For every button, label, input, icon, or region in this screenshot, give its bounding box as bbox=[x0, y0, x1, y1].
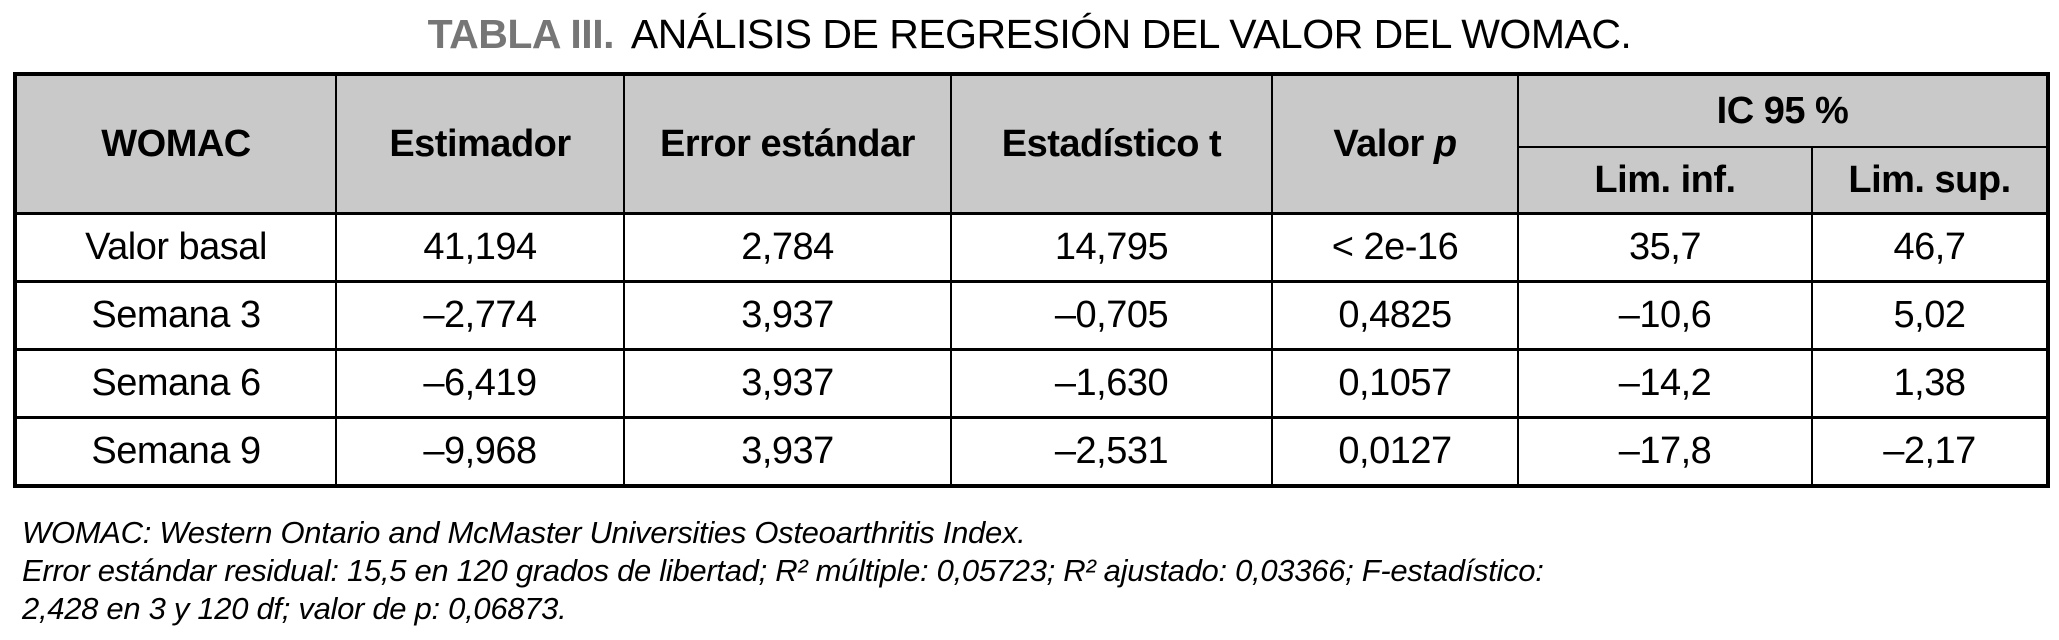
value-cell: 1,38 bbox=[1810, 348, 2050, 419]
value-cell: –17,8 bbox=[1517, 416, 1813, 488]
value-cell: –2,531 bbox=[950, 416, 1273, 488]
table-row-valor-basal: Valor basal 41,194 2,784 14,795 < 2e-16 … bbox=[14, 212, 2050, 283]
footnote-line-1: WOMAC: Western Ontario and McMaster Univ… bbox=[22, 515, 1026, 550]
footnote-line-3: 2,428 en 3 y 120 df; valor de p: 0,06873… bbox=[22, 591, 567, 626]
value-cell: < 2e-16 bbox=[1271, 212, 1519, 283]
col-header-error-estandar: Error estándar bbox=[623, 73, 952, 215]
value-cell: –10,6 bbox=[1517, 280, 1813, 351]
value-cell: 35,7 bbox=[1517, 212, 1813, 283]
value-cell: –2,17 bbox=[1810, 416, 2050, 488]
regression-table: WOMAC Estimador Error estándar Estadísti… bbox=[13, 72, 2051, 488]
header-row-top: WOMAC Estimador Error estándar Estadísti… bbox=[14, 73, 2050, 215]
value-cell: 5,02 bbox=[1810, 280, 2050, 351]
value-cell: 3,937 bbox=[623, 280, 952, 351]
table-row-semana-3: Semana 3 –2,774 3,937 –0,705 0,4825 –10,… bbox=[14, 280, 2050, 351]
col-header-lim-sup: Lim. sup. bbox=[1810, 146, 2050, 215]
row-label-cell: Valor basal bbox=[14, 212, 337, 283]
col-header-womac: WOMAC bbox=[14, 73, 337, 215]
value-cell: 41,194 bbox=[335, 212, 625, 283]
value-cell: –2,774 bbox=[335, 280, 625, 351]
value-cell: 46,7 bbox=[1810, 212, 2050, 283]
value-cell: –6,419 bbox=[335, 348, 625, 419]
col-header-valor-p: Valor p bbox=[1271, 73, 1519, 215]
col-header-estimador: Estimador bbox=[335, 73, 625, 215]
value-cell: –14,2 bbox=[1517, 348, 1813, 419]
col-header-estadistico-t: Estadístico t bbox=[950, 73, 1273, 215]
value-cell: 0,1057 bbox=[1271, 348, 1519, 419]
value-cell: –1,630 bbox=[950, 348, 1273, 419]
footnotes: WOMAC: Western Ontario and McMaster Univ… bbox=[22, 514, 1544, 628]
col-header-ic95: IC 95 % bbox=[1516, 73, 2050, 148]
value-cell: 3,937 bbox=[623, 416, 952, 488]
table-row-semana-9: Semana 9 –9,968 3,937 –2,531 0,0127 –17,… bbox=[14, 416, 2050, 488]
value-cell: –9,968 bbox=[335, 416, 625, 488]
table-row-semana-6: Semana 6 –6,419 3,937 –1,630 0,1057 –14,… bbox=[14, 348, 2050, 419]
value-cell: –0,705 bbox=[950, 280, 1273, 351]
value-cell: 0,4825 bbox=[1271, 280, 1519, 351]
header-row-sub: Lim. inf. Lim. sup. bbox=[15, 146, 2050, 215]
value-cell: 14,795 bbox=[950, 212, 1273, 283]
row-label-cell: Semana 3 bbox=[14, 280, 337, 351]
row-label-cell: Semana 9 bbox=[14, 416, 337, 488]
value-cell: 2,784 bbox=[623, 212, 952, 283]
table-caption-number: TABLA III. bbox=[427, 11, 615, 57]
table-caption-title: ANÁLISIS DE REGRESIÓN DEL VALOR DEL WOMA… bbox=[630, 11, 1632, 57]
value-cell: 3,937 bbox=[623, 348, 952, 419]
valor-p-label: Valor bbox=[1333, 122, 1424, 165]
table-caption: TABLA III. ANÁLISIS DE REGRESIÓN DEL VAL… bbox=[0, 10, 2059, 58]
footnote-line-2: Error estándar residual: 15,5 en 120 gra… bbox=[22, 553, 1544, 588]
value-cell: 0,0127 bbox=[1271, 416, 1519, 488]
valor-p-symbol: p bbox=[1433, 122, 1457, 165]
col-header-lim-inf: Lim. inf. bbox=[1517, 146, 1813, 215]
row-label-cell: Semana 6 bbox=[14, 348, 337, 419]
